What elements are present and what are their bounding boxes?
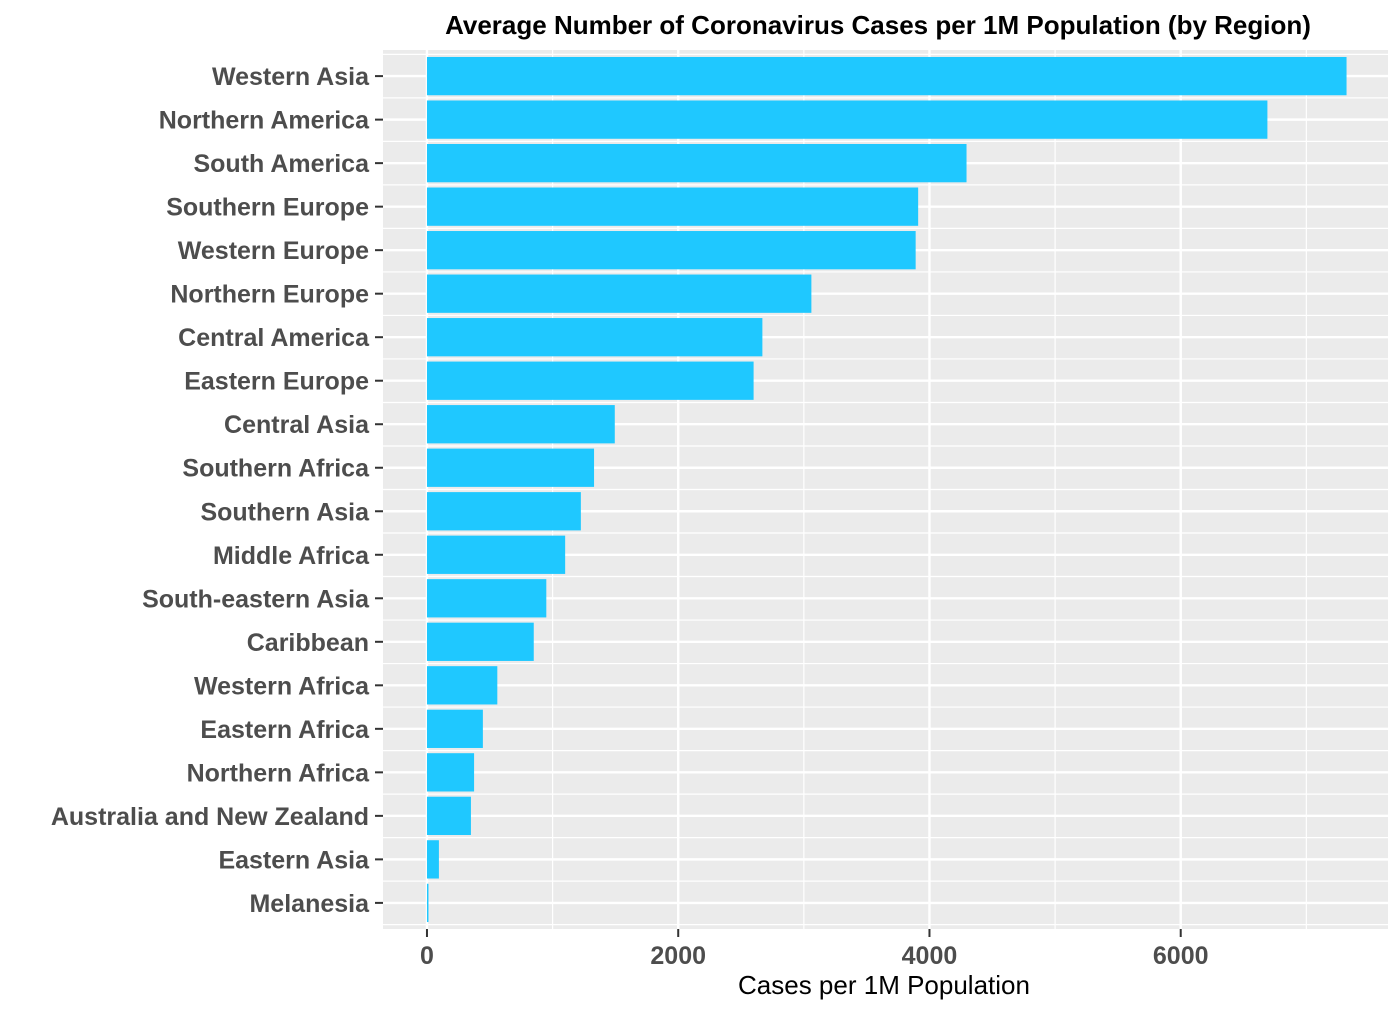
bar	[426, 100, 1268, 139]
y-tick-label: Northern Europe	[170, 281, 369, 309]
bar	[426, 883, 429, 923]
y-tick-label: Southern Africa	[182, 455, 370, 483]
bar	[426, 231, 916, 270]
y-tick-label: Eastern Europe	[184, 368, 369, 396]
bar	[426, 709, 483, 748]
bar	[426, 796, 471, 836]
bar	[426, 56, 1347, 96]
bar	[426, 840, 439, 879]
y-axis: Western Asia Northern America South Americ…	[51, 63, 383, 918]
bar	[426, 666, 498, 705]
bar	[426, 622, 534, 661]
x-axis-title: Cases per 1M Population	[738, 970, 1030, 1000]
x-axis: 0 2000 4000 6000	[420, 929, 1209, 970]
y-tick-label: Australia and New Zealand	[51, 803, 369, 831]
bar	[426, 579, 547, 618]
bar	[426, 143, 967, 183]
bar	[426, 405, 615, 444]
y-tick-label: Northern Africa	[187, 759, 371, 787]
bar	[426, 448, 595, 487]
y-tick-label: Southern Asia	[200, 498, 370, 526]
y-tick-label: Western Africa	[194, 672, 370, 700]
x-tick-label: 2000	[650, 942, 706, 970]
minor-gridlines	[383, 50, 1388, 929]
y-tick-label: Western Asia	[212, 63, 370, 91]
y-tick-label: Southern Europe	[166, 194, 369, 222]
y-tick-label: Middle Africa	[213, 542, 370, 570]
bar	[426, 492, 581, 531]
y-tick-label: Northern America	[159, 107, 370, 135]
y-tick-label: Caribbean	[247, 629, 369, 657]
bar	[426, 753, 475, 792]
x-tick-label: 0	[420, 942, 434, 970]
bar-series	[426, 56, 1347, 923]
bar	[426, 361, 754, 400]
x-tick-label: 4000	[902, 942, 958, 970]
y-tick-label: Central Asia	[224, 411, 370, 439]
y-tick-label: Eastern Africa	[200, 716, 370, 744]
bar	[426, 274, 812, 313]
x-tick-label: 6000	[1153, 942, 1209, 970]
y-tick-label: South America	[193, 150, 370, 178]
y-tick-label: South-eastern Asia	[142, 585, 370, 613]
chart-title: Average Number of Coronavirus Cases per …	[445, 10, 1311, 40]
y-tick-label: Central America	[178, 324, 370, 352]
y-tick-label: Eastern Asia	[218, 846, 370, 874]
bar	[426, 318, 763, 357]
y-tick-label: Melanesia	[249, 890, 370, 918]
y-tick-label: Western Europe	[178, 237, 369, 265]
bar	[426, 535, 566, 574]
bar	[426, 187, 919, 226]
